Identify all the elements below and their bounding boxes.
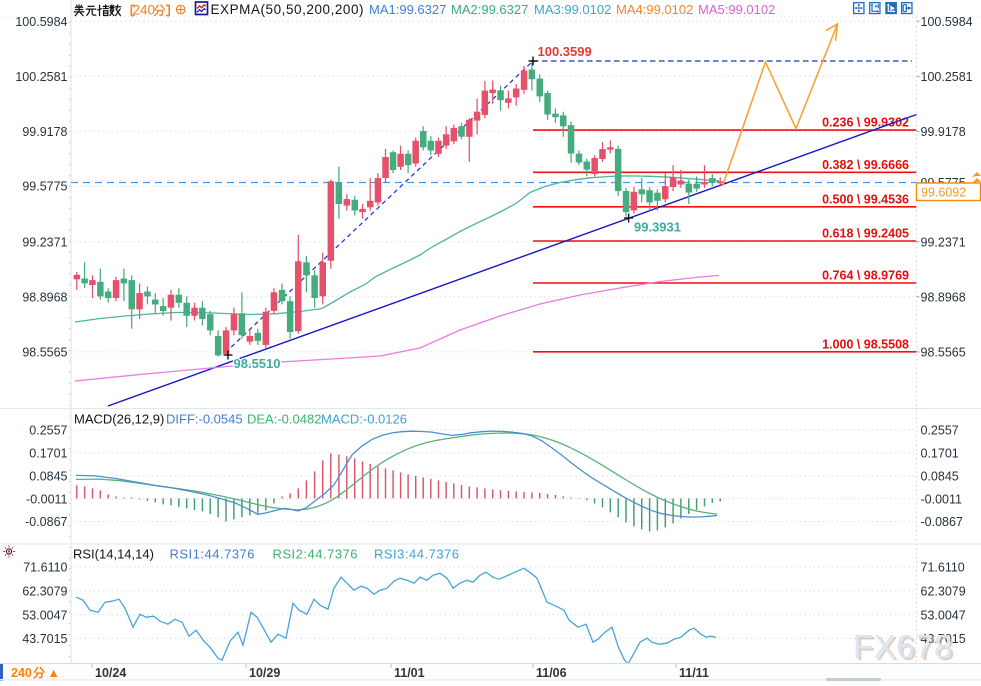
svg-text:99.2371: 99.2371 xyxy=(921,235,966,249)
svg-text:1.000 \ 98.5508: 1.000 \ 98.5508 xyxy=(822,337,909,351)
svg-text:0.0845: 0.0845 xyxy=(29,469,67,483)
svg-text:99.5775: 99.5775 xyxy=(22,180,67,194)
svg-text:100.2581: 100.2581 xyxy=(921,70,973,84)
svg-text:RSI1:44.7376: RSI1:44.7376 xyxy=(170,547,256,562)
svg-text:98.5565: 98.5565 xyxy=(921,346,966,360)
svg-text:RSI(14,14,14): RSI(14,14,14) xyxy=(73,547,154,562)
svg-text:-0.0867: -0.0867 xyxy=(921,515,963,529)
svg-text:240: 240 xyxy=(11,666,32,680)
svg-text:0.618 \ 99.2405: 0.618 \ 99.2405 xyxy=(822,227,909,241)
svg-text:100.3599: 100.3599 xyxy=(538,44,592,59)
svg-text:99.9178: 99.9178 xyxy=(921,125,966,139)
svg-text:99.9178: 99.9178 xyxy=(22,125,67,139)
svg-text:240: 240 xyxy=(133,3,156,18)
svg-text:98.5510: 98.5510 xyxy=(234,356,281,371)
svg-text:-0.0011: -0.0011 xyxy=(921,492,963,506)
svg-text:98.8968: 98.8968 xyxy=(22,291,67,305)
svg-text:0.382 \ 99.6666: 0.382 \ 99.6666 xyxy=(822,158,909,172)
svg-text:MACD(26,12,9): MACD(26,12,9) xyxy=(74,412,164,427)
svg-text:EXPMA(50,50,200,200): EXPMA(50,50,200,200) xyxy=(211,2,365,17)
svg-text:FX678: FX678 xyxy=(853,628,953,665)
svg-text:100.5984: 100.5984 xyxy=(921,15,973,29)
svg-text:53.0047: 53.0047 xyxy=(921,608,966,622)
svg-text:99.6092: 99.6092 xyxy=(921,186,966,200)
svg-text:100.2581: 100.2581 xyxy=(15,70,67,84)
svg-text:43.7015: 43.7015 xyxy=(921,632,966,646)
svg-text:99.3931: 99.3931 xyxy=(634,220,681,235)
svg-text:11/06: 11/06 xyxy=(536,666,567,680)
svg-text:RSI3:44.7376: RSI3:44.7376 xyxy=(374,547,460,562)
svg-text:0.764 \ 98.9769: 0.764 \ 98.9769 xyxy=(822,269,909,283)
svg-text:62.3079: 62.3079 xyxy=(921,585,966,599)
svg-text:98.8968: 98.8968 xyxy=(921,291,966,305)
svg-text:MA4:99.0102: MA4:99.0102 xyxy=(616,2,693,17)
svg-text:MA1:99.6327: MA1:99.6327 xyxy=(369,2,446,17)
svg-text:0.2557: 0.2557 xyxy=(29,424,67,438)
svg-text:RSI2:44.7376: RSI2:44.7376 xyxy=(273,547,359,562)
svg-text:10/29: 10/29 xyxy=(249,666,280,680)
svg-text:11/11: 11/11 xyxy=(679,666,709,680)
svg-text:MA2:99.6327: MA2:99.6327 xyxy=(451,2,528,17)
svg-text:10/24: 10/24 xyxy=(95,666,126,680)
svg-text:0.0845: 0.0845 xyxy=(921,469,959,483)
svg-text:98.5565: 98.5565 xyxy=(22,346,67,360)
svg-text:0.236 \ 99.9302: 0.236 \ 99.9302 xyxy=(822,116,909,130)
svg-text:53.0047: 53.0047 xyxy=(22,608,67,622)
svg-text:0.1701: 0.1701 xyxy=(29,447,67,461)
svg-text:62.3079: 62.3079 xyxy=(22,585,67,599)
svg-text:100.5984: 100.5984 xyxy=(15,15,67,29)
svg-text:DIFF:-0.0545: DIFF:-0.0545 xyxy=(166,412,243,427)
svg-text:71.6110: 71.6110 xyxy=(921,561,965,575)
svg-text:DEA:-0.0482: DEA:-0.0482 xyxy=(247,412,321,427)
svg-text:11/01: 11/01 xyxy=(394,666,425,680)
svg-text:MACD:-0.0126: MACD:-0.0126 xyxy=(321,412,407,427)
svg-text:99.2371: 99.2371 xyxy=(22,235,67,249)
svg-text:-0.0867: -0.0867 xyxy=(25,515,67,529)
svg-text:71.6110: 71.6110 xyxy=(23,561,67,575)
svg-text:MA5:99.0102: MA5:99.0102 xyxy=(698,2,775,17)
svg-text:FX678: FX678 xyxy=(856,630,956,667)
svg-text:0.500 \ 99.4536: 0.500 \ 99.4536 xyxy=(822,192,909,206)
svg-text:0.2557: 0.2557 xyxy=(921,424,959,438)
svg-text:-0.0011: -0.0011 xyxy=(26,492,68,506)
svg-text:0.1701: 0.1701 xyxy=(921,447,959,461)
svg-text:43.7015: 43.7015 xyxy=(22,632,67,646)
svg-text:MA3:99.0102: MA3:99.0102 xyxy=(534,2,611,17)
